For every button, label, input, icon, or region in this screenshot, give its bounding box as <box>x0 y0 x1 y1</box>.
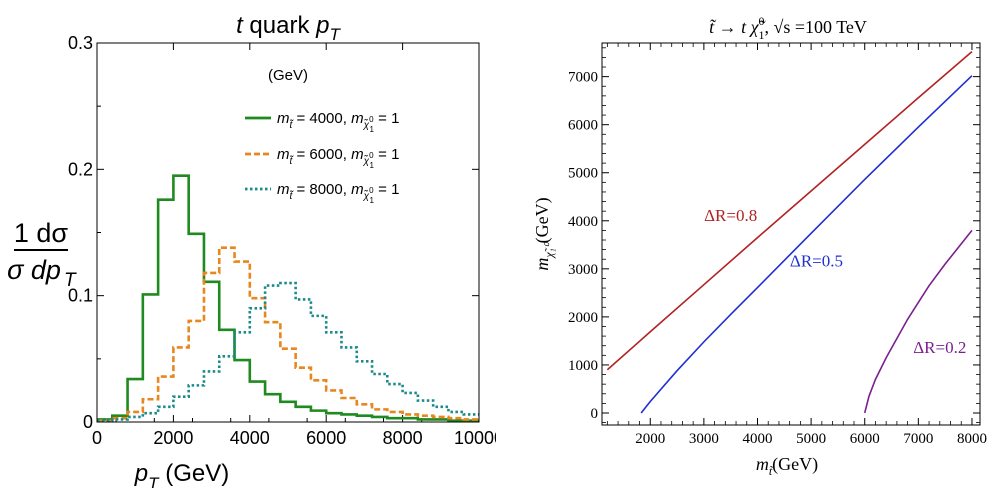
right-ytick-label: 3000 <box>568 262 598 278</box>
left-chart: t quark pT 1 dσ σ dp T pT (GeV) 0 2000 400… <box>7 12 496 488</box>
right-chart-xlabel: mt̃(GeV) <box>756 454 818 478</box>
legend-entry-3: mt̃ = 8000, mχ̃0 1 = 1 <box>277 181 399 205</box>
left-ytick-label: 0 <box>83 412 93 432</box>
right-ytick-label: 1000 <box>568 358 598 374</box>
right-xtick-label: 8000 <box>957 431 987 447</box>
left-ytick-label: 0.3 <box>68 33 93 53</box>
left-ytick-label: 0.2 <box>68 159 93 179</box>
histogram-series-3 <box>97 281 479 423</box>
right-chart-title: t̃ → t χ̃0 1, √s =100 TeV <box>709 14 867 42</box>
legend-entry-2: mt̃ = 6000, mχ̃0 1 = 1 <box>277 146 399 170</box>
right-ytick-label: 2000 <box>568 310 598 326</box>
left-xtick-label: 0 <box>92 428 102 448</box>
left-legend: (GeV) mt̃ = 4000, mχ̃0 1 = 1 mt̃ = 6000, m… <box>245 67 399 205</box>
legend-header: (GeV) <box>268 67 308 84</box>
svg-text:T: T <box>64 270 77 291</box>
curve-label: ΔR=0.2 <box>913 338 966 357</box>
left-xtick-label: 8000 <box>383 428 423 448</box>
svg-text:σ dp: σ dp <box>7 255 61 285</box>
right-ytick-label: 0 <box>591 406 599 422</box>
histogram-series-1 <box>97 174 479 423</box>
left-xtick-label: 4000 <box>230 428 270 448</box>
curve-08 <box>606 51 973 371</box>
left-chart-title: t quark pT <box>236 12 341 44</box>
right-ytick-label: 4000 <box>568 214 598 230</box>
right-ytick-label: 6000 <box>568 118 598 134</box>
right-chart-ylabel: mχ̃₁⁰(GeV) <box>532 197 556 270</box>
left-chart-xlabel: pT (GeV) <box>134 460 229 488</box>
left-ytick-label: 0.1 <box>68 286 93 306</box>
curve-label: ΔR=0.8 <box>704 206 757 225</box>
right-ytick-label: 5000 <box>568 166 598 182</box>
right-xtick-label: 5000 <box>796 431 826 447</box>
histogram-series-2 <box>97 246 479 423</box>
right-xtick-label: 6000 <box>850 431 880 447</box>
curve-label: ΔR=0.5 <box>790 251 843 270</box>
right-xtick-label: 3000 <box>689 431 719 447</box>
right-ytick-label: 7000 <box>568 70 598 86</box>
left-xtick-label: 2000 <box>153 428 193 448</box>
left-plot-frame <box>96 42 480 423</box>
right-xtick-label: 7000 <box>903 431 933 447</box>
right-xtick-label: 4000 <box>742 431 772 447</box>
curve-05 <box>640 75 973 414</box>
right-plot-frame <box>601 42 981 426</box>
right-xtick-label: 2000 <box>635 431 665 447</box>
curve-02 <box>863 229 973 414</box>
svg-text:1 dσ: 1 dσ <box>14 218 69 248</box>
left-xtick-label: 6000 <box>306 428 346 448</box>
legend-entry-1: mt̃ = 4000, mχ̃0 1 = 1 <box>277 110 399 134</box>
left-chart-ylabel: 1 dσ σ dp T <box>7 218 77 291</box>
